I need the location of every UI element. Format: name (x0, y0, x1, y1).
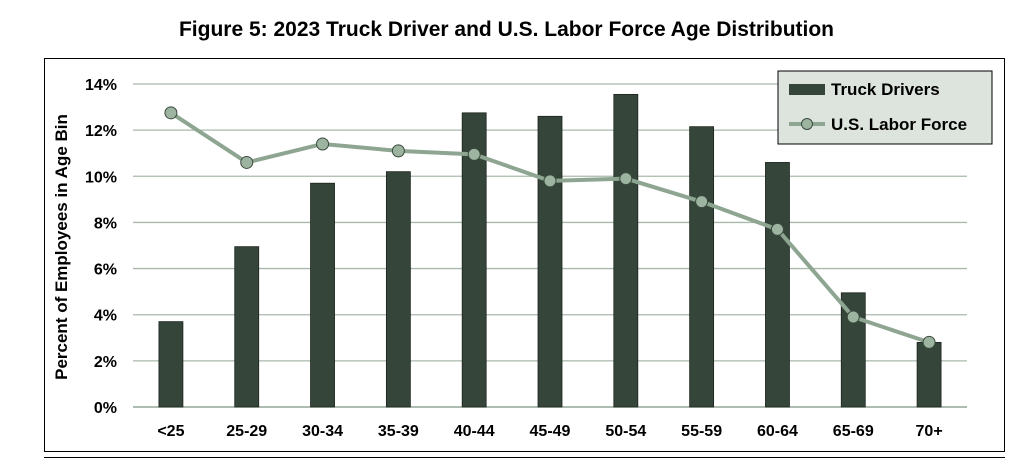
bar-truck-drivers (613, 93, 639, 408)
point-labor-force (240, 155, 254, 169)
y-tick-label: 10% (85, 169, 117, 186)
point-labor-force (846, 310, 860, 324)
chart-frame (44, 58, 1005, 452)
x-tick-label: 40-44 (454, 423, 495, 440)
x-tick-label: <25 (157, 423, 184, 440)
point-labor-force (164, 106, 178, 120)
y-tick-label: 0% (94, 400, 117, 417)
x-tick-labels: <25 25-29 30-34 35-39 40-44 45-49 50-54 55-59 60… (157, 423, 942, 440)
legend: Truck Drivers U.S. Labor Force (777, 70, 993, 145)
chart-title: Figure 5: 2023 Truck Driver and U.S. Lab… (178, 18, 835, 41)
bar-truck-drivers (385, 171, 411, 408)
bar-truck-drivers (158, 321, 184, 408)
y-tick-label: 6% (94, 262, 117, 279)
bottom-rule (44, 457, 1005, 458)
point-labor-force (922, 335, 936, 349)
point-labor-force (619, 172, 633, 186)
x-tick-label: 70+ (916, 423, 943, 440)
legend-swatch-truck-drivers (789, 84, 825, 95)
bars (158, 93, 942, 408)
legend-swatch-labor-force-marker (801, 118, 813, 130)
bar-truck-drivers (689, 126, 715, 408)
point-labor-force (695, 195, 709, 209)
point-labor-force (391, 144, 405, 158)
x-tick-label: 35-39 (378, 423, 419, 440)
point-labor-force (467, 147, 481, 161)
y-tick-label: 2% (94, 354, 117, 371)
labor-force-line (164, 106, 936, 349)
y-tick-labels: 0% 2% 4% 6% 8% 10% 12% 14% (85, 77, 117, 417)
y-axis-label: Percent of Employees in Age Bin (52, 114, 71, 380)
y-tick-label: 8% (94, 215, 117, 232)
legend-box (777, 70, 993, 145)
point-labor-force (543, 174, 557, 188)
bar-truck-drivers (234, 246, 260, 408)
y-tick-label: 4% (94, 308, 117, 325)
x-tick-label: 30-34 (302, 423, 343, 440)
bar-truck-drivers (537, 115, 563, 408)
bar-truck-drivers (461, 112, 487, 408)
point-labor-force (316, 137, 330, 151)
x-tick-label: 65-69 (833, 423, 874, 440)
x-tick-label: 25-29 (226, 423, 267, 440)
legend-label-truck-drivers: Truck Drivers (831, 80, 940, 99)
x-tick-label: 45-49 (530, 423, 571, 440)
x-tick-label: 55-59 (681, 423, 722, 440)
bar-truck-drivers (916, 341, 942, 408)
x-tick-label: 50-54 (605, 423, 646, 440)
y-tick-label: 12% (85, 123, 117, 140)
y-tick-label: 14% (85, 77, 117, 94)
x-tick-label: 60-64 (757, 423, 798, 440)
bar-truck-drivers (765, 162, 790, 408)
bar-truck-drivers (310, 182, 335, 408)
legend-label-labor-force: U.S. Labor Force (831, 115, 967, 134)
point-labor-force (770, 222, 784, 236)
